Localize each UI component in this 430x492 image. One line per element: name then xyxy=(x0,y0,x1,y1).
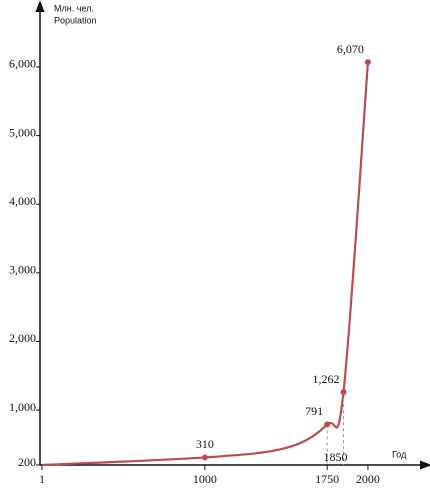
value-label: 1,262 xyxy=(312,372,339,386)
y-tick-label: 200 xyxy=(18,455,36,469)
point xyxy=(340,389,347,396)
y-tick-label: 5,000 xyxy=(9,125,36,139)
y-tick-label: 4,000 xyxy=(9,194,36,208)
point xyxy=(201,454,208,461)
y-subtitle: Population xyxy=(54,15,97,25)
y-tick-label: 1,000 xyxy=(9,400,36,414)
y-tick-label: 2,000 xyxy=(9,331,36,345)
y-tick-label: 6,000 xyxy=(9,57,36,71)
x-tick-label: 1000 xyxy=(193,472,217,486)
y-title: Млн. чел. xyxy=(54,3,94,13)
x-tick-label: 2000 xyxy=(356,472,380,486)
x-mark-label: 1850 xyxy=(323,450,347,464)
point xyxy=(364,59,371,66)
value-label: 310 xyxy=(196,437,214,451)
x-title: Год xyxy=(392,449,407,459)
point xyxy=(324,421,331,428)
x-tick-label: 1 xyxy=(39,472,45,486)
value-label: 791 xyxy=(305,404,323,418)
x-tick-label: 1750 xyxy=(315,472,339,486)
y-tick-label: 3,000 xyxy=(9,263,36,277)
value-label: 6,070 xyxy=(337,42,364,56)
